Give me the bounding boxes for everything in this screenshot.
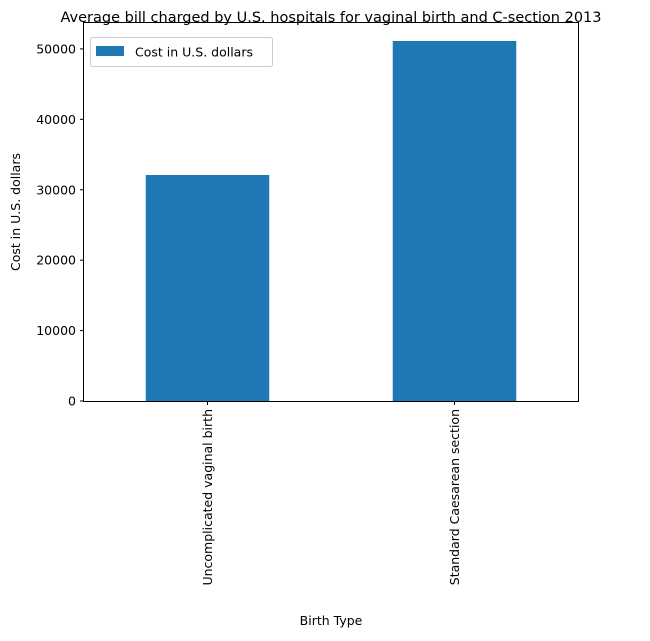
y-tick-label-3: 20000	[36, 253, 76, 268]
x-axis-label: Birth Type	[300, 613, 363, 628]
legend: Cost in U.S. dollars	[90, 37, 273, 67]
y-axis-label: Cost in U.S. dollars	[8, 153, 23, 271]
chart-title: Average bill charged by U.S. hospitals f…	[60, 10, 601, 26]
x-axis-ticks: Uncomplicated vaginal birth Standard Caes…	[200, 401, 462, 586]
y-tick-label-6: 50000	[36, 41, 76, 56]
legend-label: Cost in U.S. dollars	[135, 45, 253, 60]
y-tick-label-1: 0	[68, 394, 76, 409]
y-axis-ticks: 0 10000 20000 30000 40000 50000	[36, 41, 84, 409]
y-tick-label-5: 40000	[36, 112, 76, 127]
legend-frame	[90, 37, 273, 67]
y-tick-label-4: 30000	[36, 182, 76, 197]
y-tick-label-2: 10000	[36, 323, 76, 338]
x-tick-label-2: Standard Caesarean section	[447, 409, 462, 585]
bars-group	[145, 40, 517, 401]
plot-frame	[83, 22, 579, 402]
x-tick-label-1: Uncomplicated vaginal birth	[200, 409, 215, 586]
bar-2	[392, 40, 517, 401]
legend-swatch	[96, 46, 124, 56]
bar-1	[145, 175, 270, 401]
